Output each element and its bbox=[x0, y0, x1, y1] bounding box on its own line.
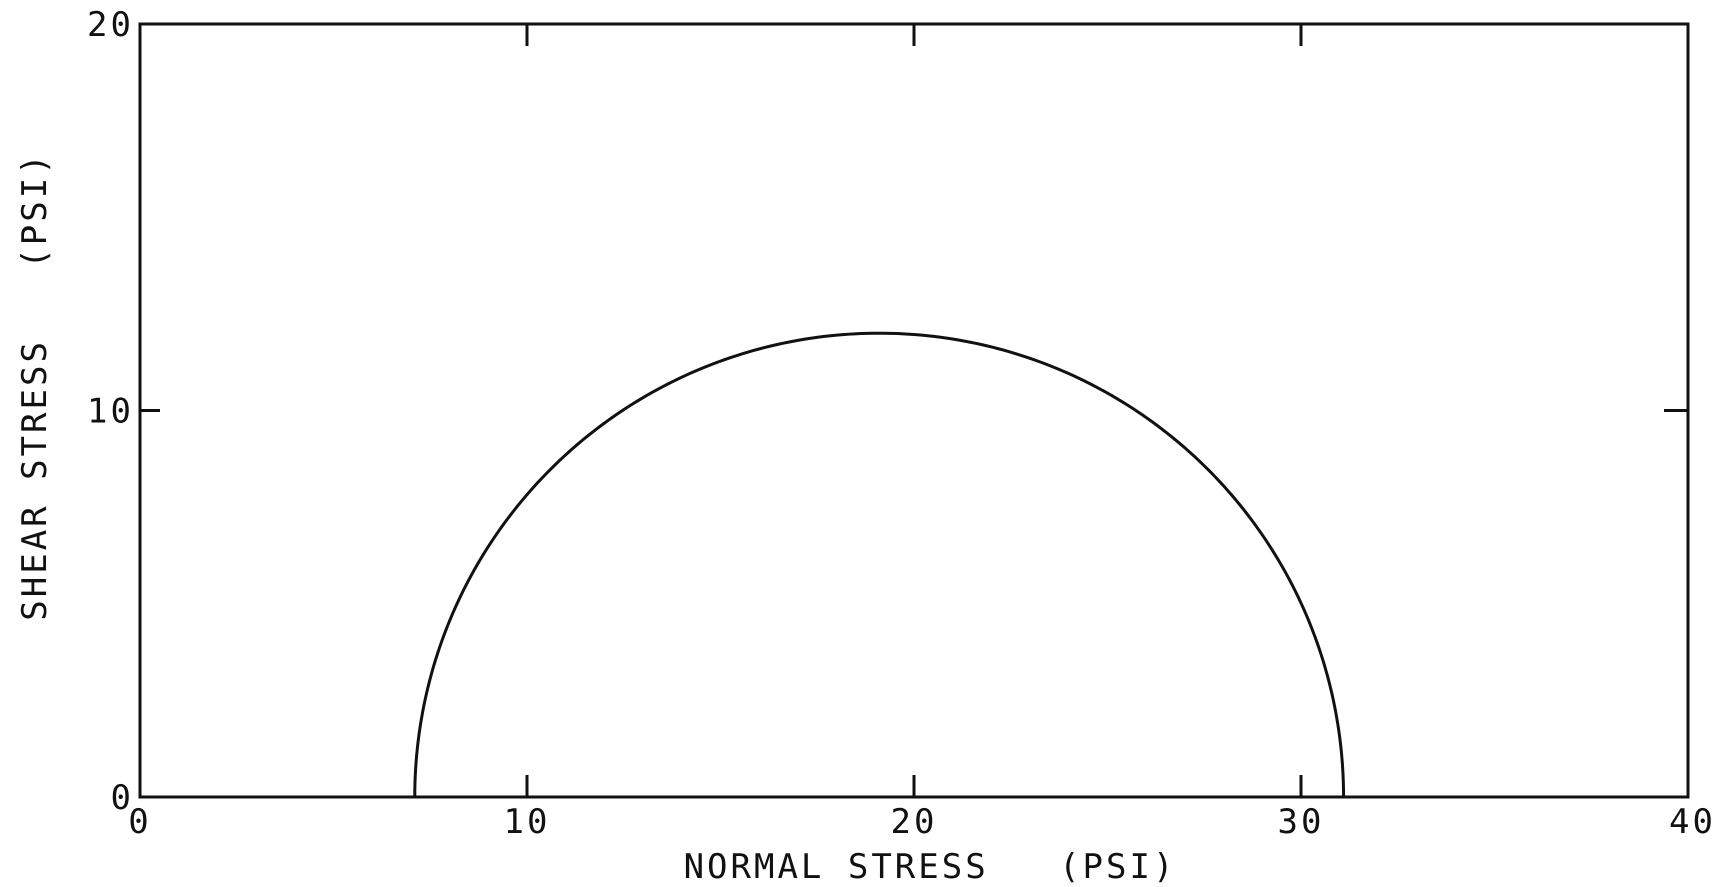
x-axis-title: NORMAL STRESS (PSI) bbox=[684, 847, 1177, 887]
y-tick-label: 10 bbox=[87, 392, 134, 432]
x-tick-label: 0 bbox=[128, 802, 151, 842]
ticks-layer bbox=[140, 24, 1688, 797]
y-tick-label: 0 bbox=[111, 778, 134, 818]
x-tick-label: 20 bbox=[891, 802, 938, 842]
plot-frame bbox=[138, 22, 1690, 799]
y-axis-title: SHEAR STRESS (PSI) bbox=[15, 151, 55, 620]
x-tick-label: 10 bbox=[504, 802, 551, 842]
mohr-circle-curve bbox=[413, 331, 1346, 798]
labels-layer: 0 10 20 30 40 0 10 20 bbox=[87, 5, 1716, 842]
x-tick-label: 30 bbox=[1278, 802, 1325, 842]
y-tick-label: 20 bbox=[87, 5, 134, 45]
plot-layer bbox=[138, 22, 1690, 799]
x-tick-label: 40 bbox=[1669, 802, 1716, 842]
